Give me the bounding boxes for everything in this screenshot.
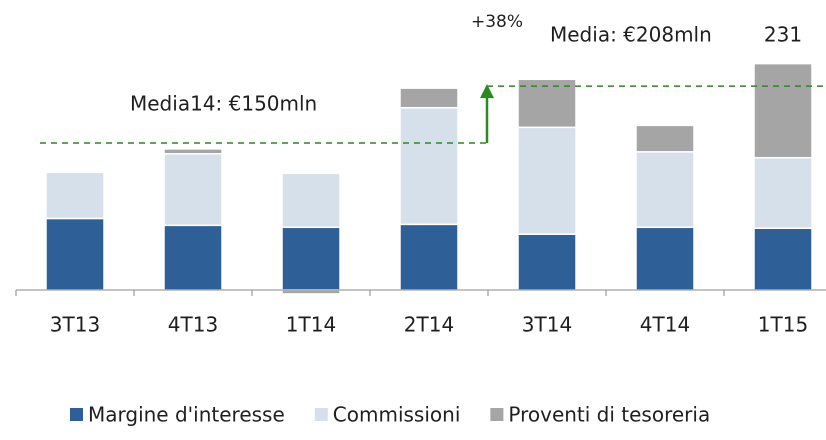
bar-segment	[517, 126, 577, 235]
legend-swatch	[70, 408, 83, 421]
bar-segment	[163, 153, 223, 227]
bar-segment	[281, 289, 341, 295]
x-tick-label: 1T14	[286, 313, 336, 337]
total-label: 231	[764, 23, 802, 47]
bar-segment	[163, 148, 223, 155]
bar-segment	[753, 62, 813, 159]
bar-segment	[45, 171, 105, 220]
legend-label: Commissioni	[333, 403, 461, 427]
legend-label: Margine d'interesse	[88, 403, 285, 427]
bar-segment	[753, 156, 813, 230]
x-tick-label: 1T15	[758, 313, 808, 337]
x-tick-label: 3T14	[522, 313, 572, 337]
legend-label: Proventi di tesoreria	[508, 403, 710, 427]
bar-segment	[281, 172, 341, 229]
x-tick-label: 3T13	[50, 313, 100, 337]
arrow-head	[480, 84, 494, 99]
bar-segment	[635, 226, 695, 291]
reference-label: Media: €208mln	[550, 23, 712, 47]
x-tick-label: 4T14	[640, 313, 690, 337]
bar-segment	[517, 233, 577, 291]
legend-swatch	[490, 408, 504, 421]
bar-segment	[281, 226, 341, 291]
x-tick-label: 4T13	[168, 313, 218, 337]
reference-label: Media14: €150mln	[130, 92, 317, 116]
annotation: +38%	[471, 12, 523, 32]
x-tick-label: 2T14	[404, 313, 454, 337]
bar-segment	[399, 87, 459, 109]
bar-segment	[635, 151, 695, 229]
bar-segment	[399, 223, 459, 291]
bar-segment	[163, 224, 223, 291]
bar-segment	[517, 78, 577, 129]
legend-swatch	[314, 408, 328, 421]
bar-segment	[635, 124, 695, 153]
bar-segment	[45, 217, 105, 291]
bar-segment	[399, 106, 459, 226]
bar-segment	[753, 227, 813, 291]
